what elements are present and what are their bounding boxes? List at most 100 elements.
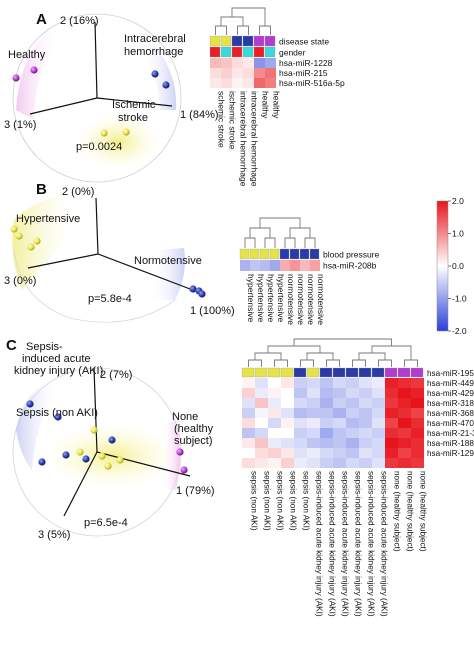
heatmap-cell — [372, 418, 385, 428]
dendrogram-branch — [306, 352, 334, 360]
heatmap-cell — [346, 378, 359, 388]
row-label: hsa-miR-4299 — [427, 389, 474, 398]
column-label: schemic stroke — [217, 91, 227, 148]
nonaki-point — [90, 426, 98, 434]
heatmap-cell — [281, 378, 294, 388]
heatmap-cell — [210, 58, 221, 68]
column-label: sepsis-induced acute kidney injury (AKI) — [380, 471, 389, 617]
annotation-cell — [264, 46, 276, 58]
heatmap-cell — [385, 448, 398, 458]
group-label-nonaki: Sepsis (non AKI) — [16, 407, 98, 419]
heatmap-cell — [359, 418, 372, 428]
heatmap-cell — [281, 428, 294, 438]
heatmap-cell — [281, 388, 294, 398]
dendrogram-branch — [293, 338, 392, 346]
colorbar-ticks: 2.0 1.0 0.0 -1.0 -2.0 — [448, 196, 467, 336]
heatmap-cell — [346, 398, 359, 408]
heatmap-cell — [320, 408, 333, 418]
heatmap-cell — [333, 448, 346, 458]
heatmap-cell — [242, 388, 255, 398]
heatmap-column-labels: hypertensive hypertensive hypertensive hype… — [246, 274, 326, 325]
annotation-cell — [306, 367, 320, 378]
dendrogram-branch — [220, 16, 244, 26]
heatmap-cell — [359, 458, 372, 468]
dendrogram-branch — [259, 25, 271, 35]
heatmap-cell — [359, 438, 372, 448]
column-label: normotensive — [306, 274, 316, 325]
heatmap-cell — [320, 388, 333, 398]
heatmap-cell — [398, 428, 411, 438]
column-label: hypertensive — [276, 274, 286, 322]
dendrogram-branch — [284, 237, 296, 248]
heatmap-cell — [385, 428, 398, 438]
heatmap-cell — [243, 68, 254, 78]
column-label: sepsis (non AKI) — [289, 471, 298, 531]
column-label: sepsis-induced acute kidney injury (AKI) — [328, 471, 337, 617]
row-label: hsa-miR-1228 — [279, 58, 333, 68]
group-label-stroke: Ischemic stroke — [112, 99, 158, 124]
row-label: hsa-miR-195-5p — [427, 369, 474, 378]
column-label: intracerebral hemorrhage — [250, 91, 260, 187]
heatmap-cell — [346, 458, 359, 468]
heatmap-cell — [294, 398, 307, 408]
hemorrhage-label-line-2: hemorrhage — [124, 46, 183, 58]
heatmap-cell — [359, 378, 372, 388]
dendrogram-branch — [300, 359, 314, 367]
dendrogram-branch — [352, 359, 366, 367]
column-label: intracerebral hemorrhage — [239, 91, 249, 187]
annotation-cell — [239, 248, 250, 260]
row-label: gender — [279, 48, 306, 58]
row-label: hsa-miR-21-3p — [427, 429, 474, 438]
annotation-cell — [242, 35, 254, 47]
colorbar-tick-label: 1.0 — [452, 229, 464, 239]
column-label: hypertensive — [246, 274, 256, 322]
axis-2 — [94, 21, 98, 99]
heatmap-cell — [294, 458, 307, 468]
row-label: disease state — [279, 37, 329, 47]
none-label-line-3: subject) — [174, 435, 213, 447]
heatmap-cell — [268, 448, 281, 458]
hemorrhage-label-line-1: Intracerebral — [124, 33, 186, 45]
heatmap-cell — [255, 398, 268, 408]
heatmap-cell — [294, 378, 307, 388]
dendrogram-branch — [404, 359, 418, 367]
panel-b: B 2 (0%) 1 (100%) 3 (0%) Hypertensive No… — [4, 181, 467, 336]
heatmap-cell — [346, 418, 359, 428]
axis-3 — [29, 97, 98, 115]
dendrogram-branch — [274, 359, 288, 367]
group-label-none: None (healthy subject) — [172, 411, 216, 447]
axis-label-1: 1 (84%) — [180, 109, 219, 121]
heatmap-cell — [232, 58, 243, 68]
heatmap-c: hsa-miR-195-5phsa-miR-449c-5phsa-miR-429… — [241, 338, 474, 617]
column-label: hypertensive — [266, 274, 276, 322]
row-label: hsa-miR-3689f — [427, 409, 474, 418]
heatmap-cell — [307, 458, 320, 468]
panel-letter: C — [6, 337, 17, 354]
hypertensive-point — [10, 225, 18, 233]
heatmap-cell — [398, 438, 411, 448]
dendrogram-branch — [237, 25, 249, 35]
heatmap-cell — [281, 458, 294, 468]
aki-point — [54, 413, 62, 421]
annotation-cell — [264, 35, 276, 47]
heatmap-cell — [268, 388, 281, 398]
none-point — [180, 466, 188, 474]
group-label-normotensive: Normotensive — [134, 255, 202, 267]
hemorrhage-point — [151, 70, 159, 78]
panel-a: A 2 (16%) 1 (84%) 3 (1%) Healthy Intrace… — [4, 7, 345, 187]
row-label: hsa-miR-215 — [279, 68, 328, 78]
annotation-cell — [358, 367, 372, 378]
heatmap-cell — [372, 408, 385, 418]
dendrogram-branch — [215, 25, 227, 35]
hemorrhage-point — [162, 81, 170, 89]
annotation-cell — [384, 367, 398, 378]
heatmap-cell — [333, 388, 346, 398]
dendrogram-branch — [289, 227, 311, 238]
annotation-cell — [279, 248, 290, 260]
heatmap-cell — [307, 408, 320, 418]
aki-label-line-2: induced acute — [22, 353, 91, 365]
dendrogram-branch — [358, 352, 386, 360]
row-label: hsa-miR-449c-5p — [427, 379, 474, 388]
